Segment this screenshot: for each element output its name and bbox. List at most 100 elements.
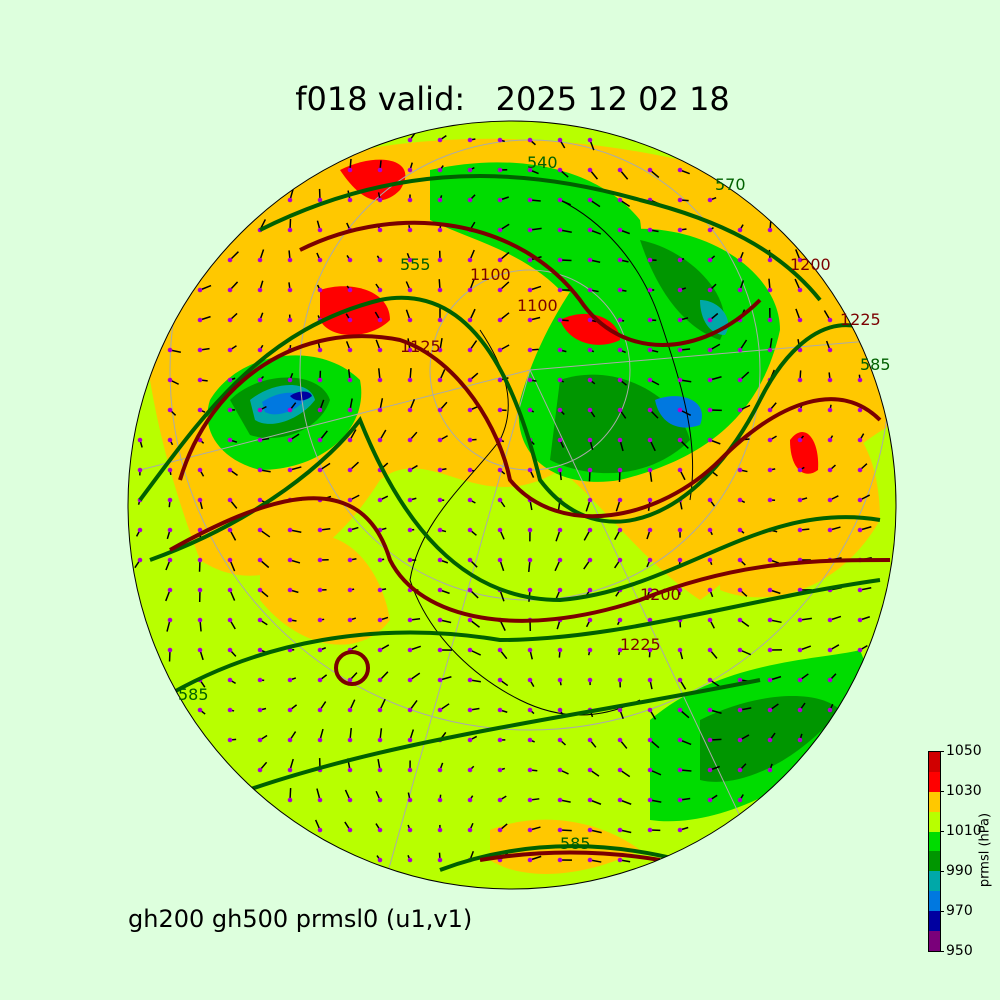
wind-vector-origin	[557, 827, 563, 833]
wind-vector-origin	[347, 287, 353, 293]
wind-vector-origin	[587, 467, 593, 473]
wind-vector-origin	[587, 137, 593, 143]
wind-vector-origin	[617, 767, 623, 773]
wind-vector-origin	[647, 227, 653, 233]
wind-vector-origin	[167, 377, 173, 383]
wind-vector-origin	[167, 647, 173, 653]
wind-vector-origin	[377, 407, 383, 413]
wind-vector-origin	[257, 407, 263, 413]
wind-vector-origin	[317, 617, 323, 623]
wind-vector-origin	[797, 467, 803, 473]
wind-vector-origin	[527, 257, 533, 263]
wind-vector-origin	[467, 737, 473, 743]
wind-vector-origin	[827, 677, 833, 683]
wind-vector-origin	[377, 497, 383, 503]
wind-vector-origin	[437, 587, 443, 593]
wind-vector-origin	[617, 827, 623, 833]
wind-vector-origin	[767, 227, 773, 233]
wind-vector-origin	[497, 377, 503, 383]
wind-vector-origin	[617, 737, 623, 743]
wind-vector-origin	[347, 557, 353, 563]
wind-vector-origin	[287, 737, 293, 743]
wind-vector-origin	[587, 407, 593, 413]
wind-vector-origin	[467, 137, 473, 143]
wind-vector-origin	[587, 287, 593, 293]
wind-vector-origin	[467, 587, 473, 593]
wind-vector-origin	[287, 707, 293, 713]
wind-vector-origin	[257, 317, 263, 323]
wind-vector-origin	[587, 167, 593, 173]
wind-vector-origin	[317, 257, 323, 263]
wind-vector-origin	[827, 647, 833, 653]
wind-vector-origin	[317, 827, 323, 833]
wind-vector-origin	[707, 347, 713, 353]
wind-vector-origin	[317, 557, 323, 563]
wind-vector-origin	[827, 317, 833, 323]
wind-vector-origin	[257, 677, 263, 683]
wind-vector-origin	[617, 287, 623, 293]
wind-vector-origin	[317, 527, 323, 533]
wind-vector-origin	[257, 347, 263, 353]
wind-vector-origin	[407, 827, 413, 833]
wind-vector-origin	[737, 287, 743, 293]
wind-vector-origin	[857, 587, 863, 593]
wind-vector-origin	[557, 707, 563, 713]
wind-vector-origin	[647, 647, 653, 653]
wind-vector-origin	[797, 257, 803, 263]
wind-vector-origin	[287, 797, 293, 803]
wind-vector-origin	[647, 617, 653, 623]
wind-vector-origin	[587, 437, 593, 443]
wind-vector-origin	[287, 587, 293, 593]
wind-vector-origin	[827, 617, 833, 623]
wind-vector-origin	[587, 197, 593, 203]
wind-vector-origin	[467, 197, 473, 203]
wind-vector-origin	[707, 557, 713, 563]
wind-vector-origin	[317, 587, 323, 593]
wind-vector-origin	[737, 257, 743, 263]
wind-vector-origin	[497, 257, 503, 263]
wind-vector-origin	[767, 347, 773, 353]
wind-vector-origin	[137, 557, 143, 563]
wind-vector-origin	[347, 797, 353, 803]
wind-vector-origin	[437, 347, 443, 353]
wind-vector-origin	[227, 647, 233, 653]
wind-vector-origin	[527, 527, 533, 533]
wind-vector-origin	[437, 497, 443, 503]
wind-vector-origin	[167, 467, 173, 473]
wind-vector-origin	[617, 857, 623, 863]
wind-vector-origin	[437, 377, 443, 383]
wind-vector-origin	[797, 437, 803, 443]
wind-vector-origin	[467, 557, 473, 563]
wind-vector-origin	[677, 197, 683, 203]
wind-vector-origin	[167, 527, 173, 533]
wind-vector-origin	[527, 287, 533, 293]
wind-vector-origin	[677, 587, 683, 593]
wind-vector-origin	[347, 317, 353, 323]
wind-vector-origin	[617, 497, 623, 503]
wind-vector-origin	[227, 377, 233, 383]
wind-vector-origin	[347, 437, 353, 443]
wind-vector-origin	[467, 467, 473, 473]
wind-vector-origin	[287, 437, 293, 443]
colorbar-tick: 1050	[940, 743, 982, 759]
gh500-label: 540	[527, 153, 558, 172]
wind-vector-origin	[407, 737, 413, 743]
wind-vector-origin	[617, 167, 623, 173]
wind-vector-origin	[347, 677, 353, 683]
wind-vector-origin	[677, 317, 683, 323]
wind-vector-origin	[497, 737, 503, 743]
wind-vector-origin	[617, 557, 623, 563]
wind-vector-origin	[227, 407, 233, 413]
gh500-label: 555	[400, 255, 431, 274]
coastlines	[409, 199, 694, 716]
wind-vector-origin	[497, 527, 503, 533]
wind-vector-origin	[377, 347, 383, 353]
wind-vector-origin	[497, 317, 503, 323]
wind-vector-origin	[377, 317, 383, 323]
wind-vector-origin	[707, 407, 713, 413]
wind-vector-origin	[707, 227, 713, 233]
wind-vector-origin	[197, 407, 203, 413]
wind-vector-origin	[407, 617, 413, 623]
wind-vector-origin	[347, 587, 353, 593]
wind-vector-origin	[707, 197, 713, 203]
